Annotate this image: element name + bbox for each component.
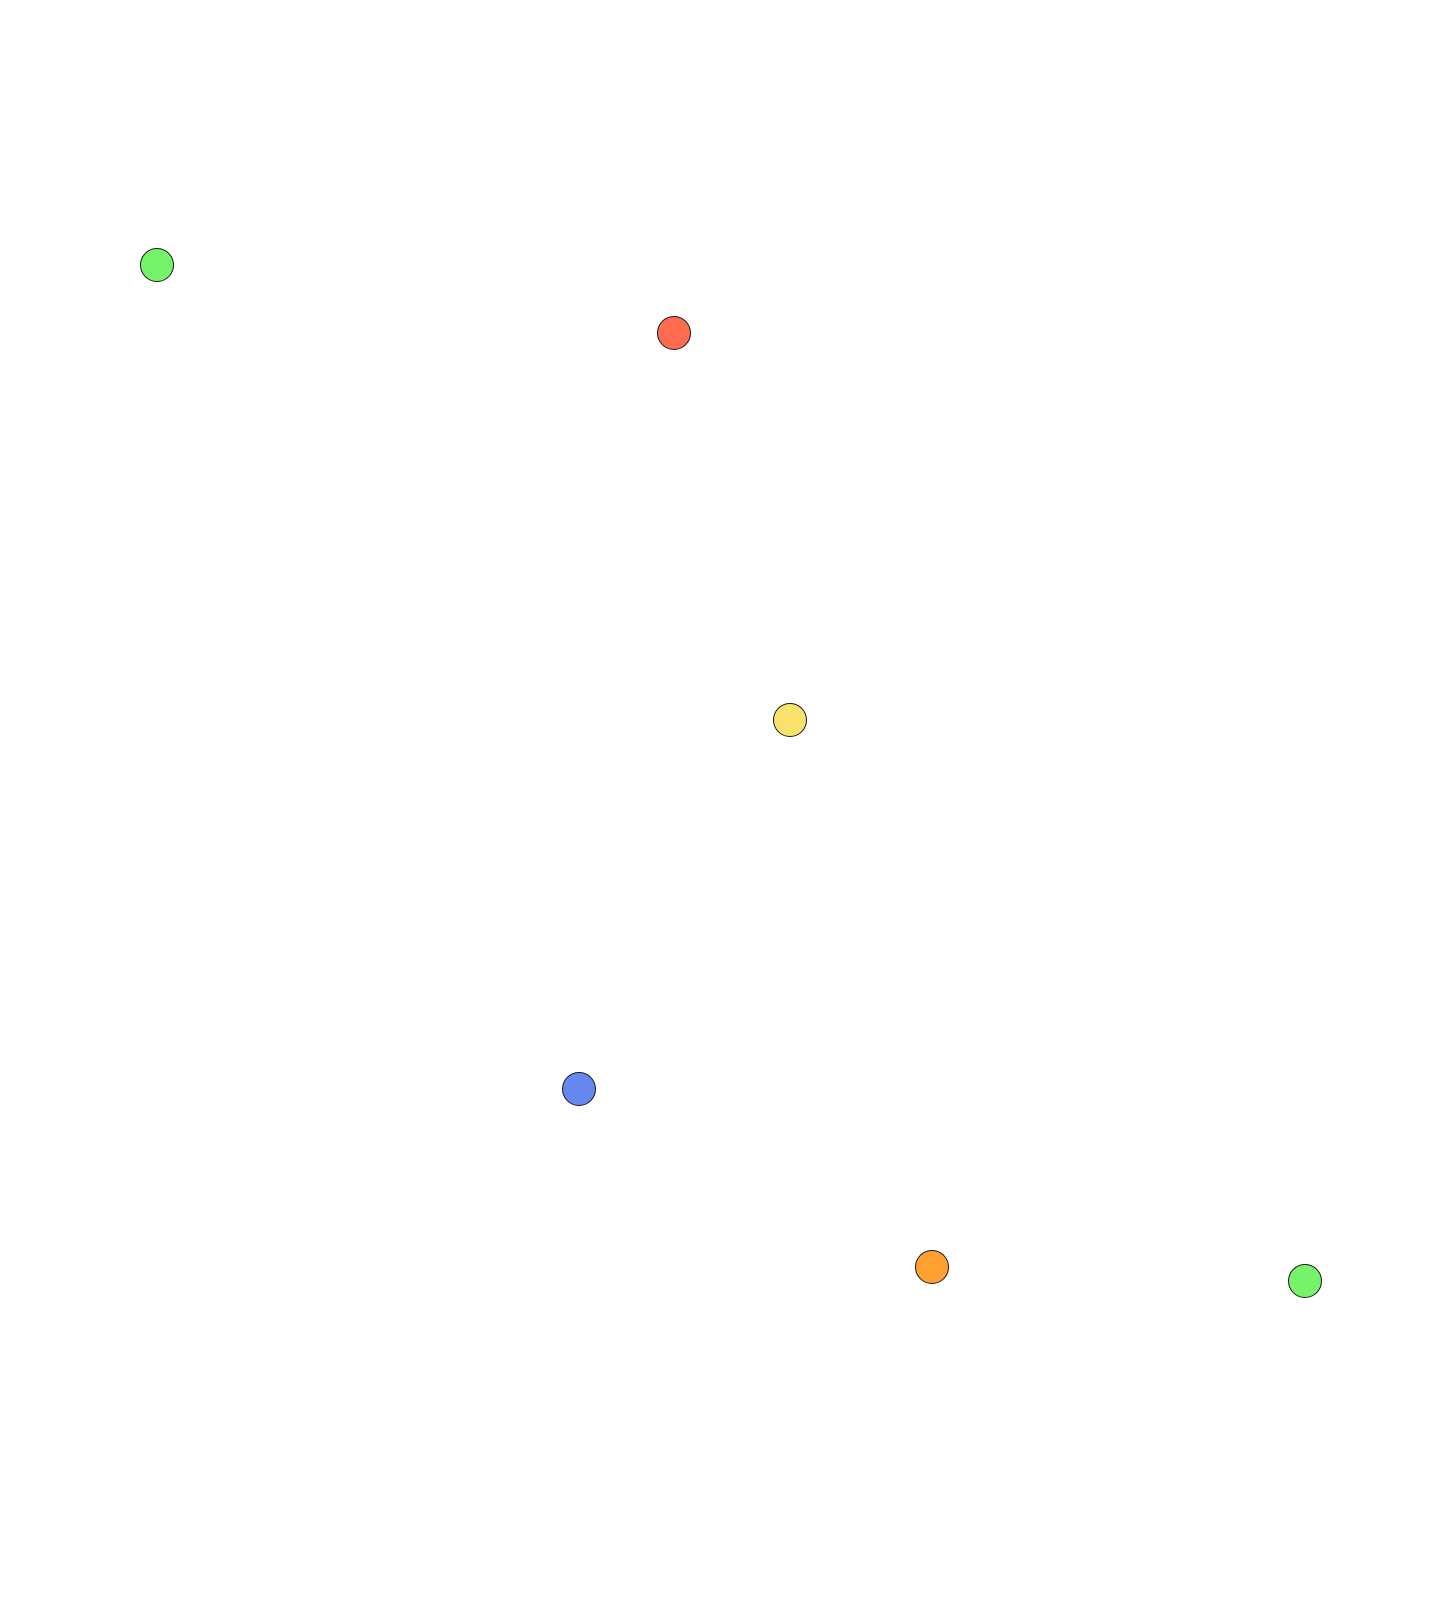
yellow-dot[interactable] [773,703,807,737]
red-dot[interactable] [657,316,691,350]
orange-dot[interactable] [915,1250,949,1284]
blue-dot[interactable] [562,1072,596,1106]
green-dot-bottom-right[interactable] [1288,1264,1322,1298]
green-dot-top-left[interactable] [140,248,174,282]
